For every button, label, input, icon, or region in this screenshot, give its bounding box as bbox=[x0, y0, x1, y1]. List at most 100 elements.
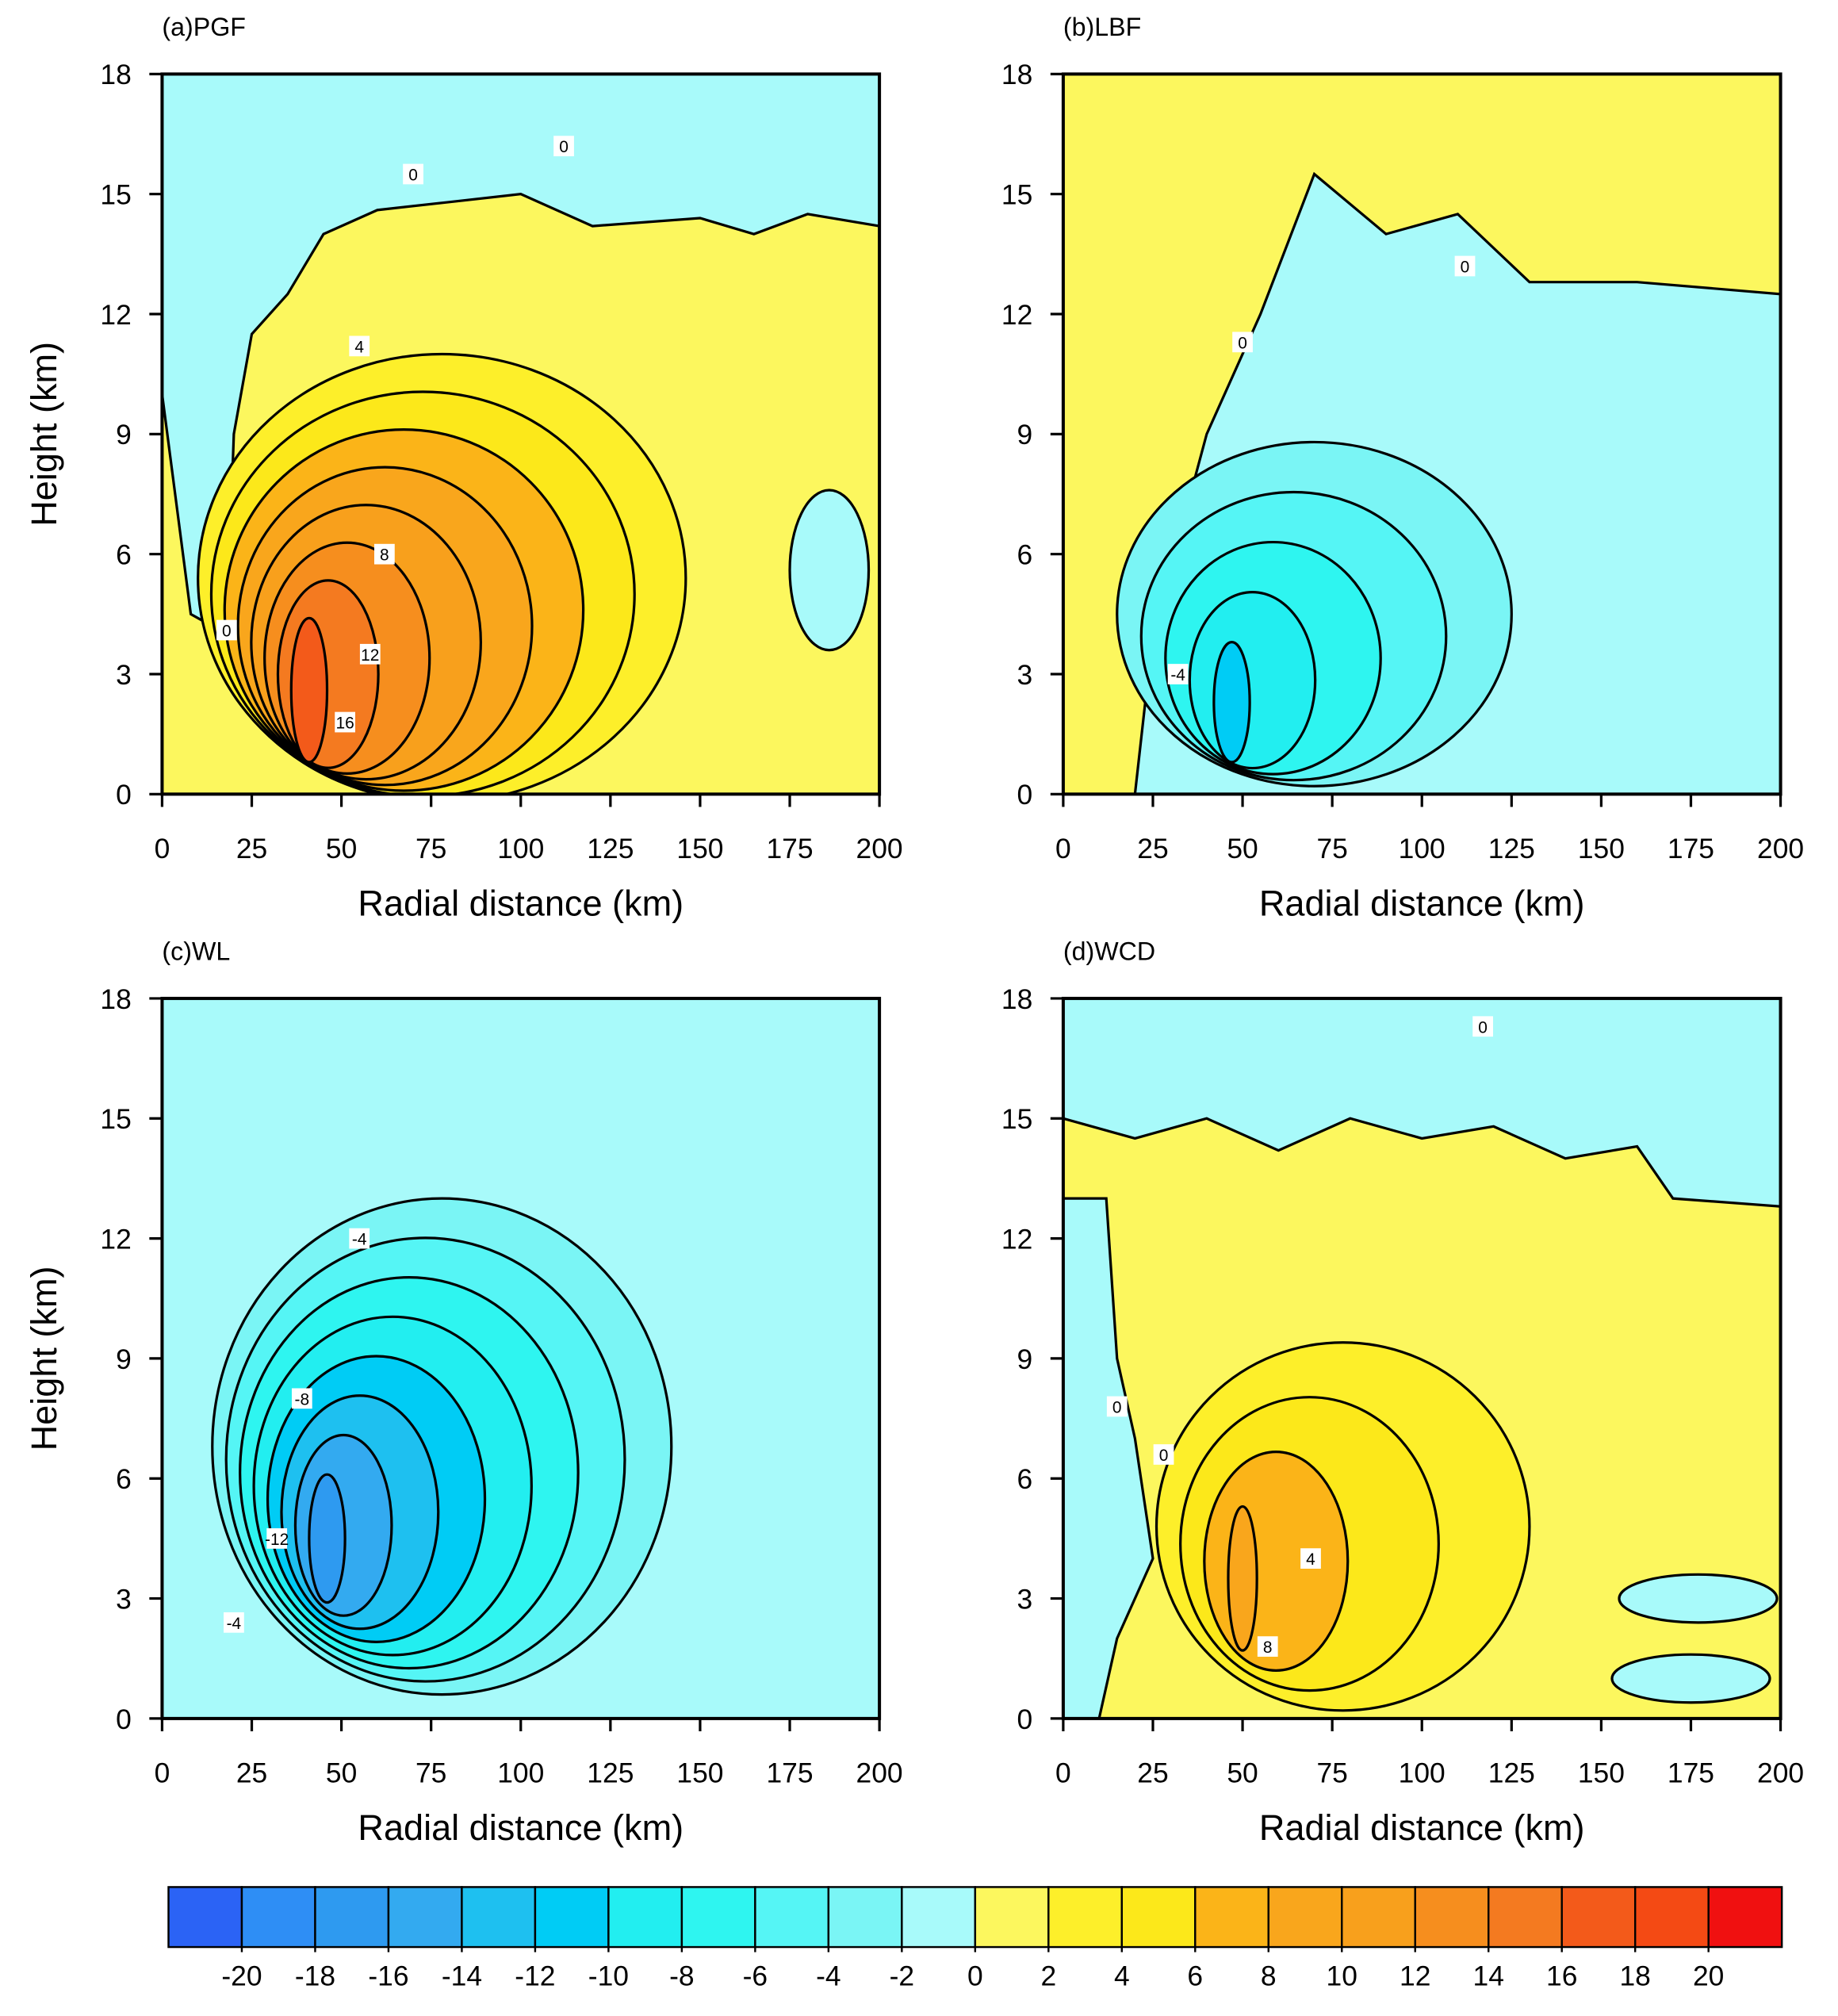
colorbar-box bbox=[1560, 1886, 1637, 1949]
colorbar-box bbox=[1414, 1886, 1490, 1949]
x-tick-label: 100 bbox=[497, 1757, 544, 1788]
contour-label-bg bbox=[1454, 255, 1476, 277]
colorbar-box bbox=[974, 1886, 1050, 1949]
colorbar-tick-label: 6 bbox=[1187, 1960, 1203, 1991]
x-tick-label: 25 bbox=[236, 833, 267, 864]
colorbar-box bbox=[534, 1886, 610, 1949]
y-axis-label: Height (km) bbox=[24, 1266, 64, 1451]
contour-label-bg bbox=[374, 543, 395, 565]
plot-area bbox=[1063, 998, 1781, 1719]
contour-label: 0 bbox=[1238, 334, 1247, 352]
colorbar-tick-label: 18 bbox=[1620, 1960, 1651, 1991]
x-tick-label: 50 bbox=[1227, 1757, 1258, 1788]
contour-region bbox=[1610, 1653, 1771, 1704]
colorbar-tick-label: -8 bbox=[669, 1960, 694, 1991]
contour-label: -4 bbox=[352, 1231, 367, 1249]
x-tick-label: 100 bbox=[1399, 1757, 1446, 1788]
x-tick-label: 50 bbox=[1227, 833, 1258, 864]
x-tick-label: 175 bbox=[766, 1757, 813, 1788]
contour-label-bg bbox=[266, 1528, 288, 1549]
y-tick-label: 15 bbox=[1001, 1103, 1032, 1135]
x-tick-label: 125 bbox=[1488, 833, 1535, 864]
contour-label: 0 bbox=[222, 623, 232, 641]
colorbar-box bbox=[1707, 1886, 1783, 1949]
colorbar-tick-label: 12 bbox=[1400, 1960, 1430, 1991]
colorbar-box bbox=[1633, 1886, 1710, 1949]
x-tick-label: 200 bbox=[1757, 833, 1804, 864]
colorbar-tick-label: -14 bbox=[442, 1960, 482, 1991]
colorbar-box bbox=[387, 1886, 463, 1949]
contour-region bbox=[1188, 590, 1317, 770]
contour-label-bg bbox=[349, 335, 370, 357]
y-tick-label: 6 bbox=[1017, 539, 1033, 571]
x-tick-label: 0 bbox=[155, 1757, 170, 1788]
y-tick-label: 15 bbox=[100, 1103, 131, 1135]
y-axis-label: Height (km) bbox=[24, 342, 64, 527]
contour-label: 0 bbox=[1478, 1018, 1488, 1037]
contour-region bbox=[1212, 641, 1251, 764]
x-tick-label: 125 bbox=[1488, 1757, 1535, 1788]
x-tick-label: 25 bbox=[1137, 1757, 1168, 1788]
colorbar-box bbox=[314, 1886, 390, 1949]
colorbar-box bbox=[1120, 1886, 1197, 1949]
colorbar-tick-label: -18 bbox=[295, 1960, 335, 1991]
contour-label: 8 bbox=[380, 546, 389, 565]
y-tick-label: 6 bbox=[116, 1463, 132, 1495]
y-tick-label: 9 bbox=[1017, 419, 1033, 450]
contour-label-bg bbox=[291, 1388, 312, 1409]
contour-label-bg bbox=[553, 136, 574, 157]
colorbar-box bbox=[167, 1886, 243, 1949]
x-axis-label: Radial distance (km) bbox=[358, 883, 684, 923]
colorbar-tick-label: -16 bbox=[368, 1960, 408, 1991]
contour-label-bg bbox=[1472, 1016, 1494, 1037]
colorbar-box bbox=[607, 1886, 684, 1949]
plot-area bbox=[162, 74, 880, 795]
plot-area bbox=[162, 998, 880, 1719]
contour-region bbox=[1063, 998, 1781, 1208]
contour-label: 0 bbox=[408, 167, 418, 185]
x-tick-label: 175 bbox=[1668, 1757, 1714, 1788]
y-tick-label: 18 bbox=[100, 983, 131, 1015]
y-tick-label: 12 bbox=[100, 299, 131, 331]
x-tick-label: 200 bbox=[1757, 1757, 1804, 1788]
contour-label-bg bbox=[335, 711, 356, 733]
colorbar-tick-label: 2 bbox=[1040, 1960, 1056, 1991]
contour-label: -4 bbox=[1170, 666, 1185, 684]
y-tick-label: 12 bbox=[1001, 299, 1032, 331]
y-tick-label: 9 bbox=[116, 419, 132, 450]
x-tick-label: 150 bbox=[676, 833, 723, 864]
contour-label: 8 bbox=[1263, 1638, 1273, 1657]
contour-label: 4 bbox=[354, 338, 364, 356]
contour-label: 0 bbox=[559, 138, 569, 156]
colorbar-box bbox=[240, 1886, 316, 1949]
y-tick-label: 3 bbox=[1017, 1583, 1033, 1615]
x-axis-label: Radial distance (km) bbox=[1259, 883, 1585, 923]
colorbar-tick-label: -6 bbox=[743, 1960, 768, 1991]
contour-label: -12 bbox=[265, 1531, 289, 1549]
colorbar-tick-label: 4 bbox=[1114, 1960, 1130, 1991]
contour-label: -4 bbox=[227, 1615, 242, 1633]
contour-label-bg bbox=[349, 1228, 370, 1249]
contour-region bbox=[1227, 1504, 1258, 1652]
contour-label: 0 bbox=[1159, 1447, 1169, 1465]
y-tick-label: 3 bbox=[1017, 659, 1033, 691]
colorbar-tick-label: 10 bbox=[1327, 1960, 1357, 1991]
x-axis-label: Radial distance (km) bbox=[1259, 1807, 1585, 1848]
x-tick-label: 175 bbox=[766, 833, 813, 864]
contour-label: 4 bbox=[1306, 1550, 1315, 1569]
x-tick-label: 150 bbox=[1578, 833, 1625, 864]
colorbar-tick-label: 14 bbox=[1473, 1960, 1504, 1991]
colorbar-box bbox=[1194, 1886, 1269, 1949]
colorbar-tick-label: -4 bbox=[816, 1960, 841, 1991]
y-tick-label: 18 bbox=[1001, 983, 1032, 1015]
colorbar-box bbox=[754, 1886, 830, 1949]
contour-label-bg bbox=[1232, 332, 1253, 353]
panel-title: (d)WCD bbox=[1063, 937, 1155, 966]
colorbar-box bbox=[1267, 1886, 1343, 1949]
y-tick-label: 3 bbox=[116, 1583, 132, 1615]
contour-label-bg bbox=[1153, 1444, 1174, 1465]
x-tick-label: 0 bbox=[1055, 833, 1071, 864]
x-tick-label: 50 bbox=[326, 1757, 357, 1788]
colorbar-tick-label: 0 bbox=[967, 1960, 983, 1991]
x-tick-label: 75 bbox=[1316, 833, 1347, 864]
